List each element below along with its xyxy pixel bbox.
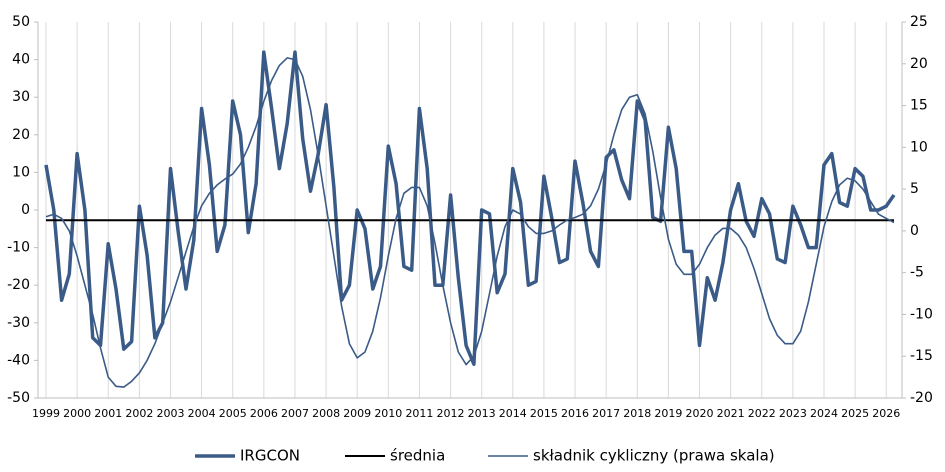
x-tick-label: 2009 [343,407,371,420]
x-tick-label: 2017 [592,407,620,420]
x-tick-label: 2010 [374,407,402,420]
x-tick-label: 2014 [499,407,527,420]
y2-tick-label: -15 [910,348,933,364]
y-tick-label: -50 [7,390,30,406]
x-tick-label: 2015 [530,407,558,420]
x-tick-label: 2000 [63,407,91,420]
legend-label: IRGCON [240,447,300,465]
x-tick-label: 2003 [156,407,184,420]
x-tick-label: 2012 [437,407,465,420]
y-tick-label: -40 [7,352,30,368]
y-tick-label: 30 [12,89,30,105]
x-tick-label: 2018 [623,407,651,420]
x-tick-label: 2022 [748,407,776,420]
x-tick-label: 2007 [281,407,309,420]
legend-label: składnik cykliczny (prawa skala) [533,447,775,465]
x-tick-label: 2006 [250,407,278,420]
legend-label: średnia [390,447,445,465]
y2-tick-label: -10 [910,306,933,322]
x-tick-label: 2001 [94,407,122,420]
x-tick-label: 2023 [779,407,807,420]
y2-tick-label: 15 [910,98,928,114]
x-tick-label: 2020 [686,407,714,420]
y-tick-label: 40 [12,52,30,68]
y2-tick-label: 20 [910,56,928,72]
x-tick-label: 2025 [841,407,869,420]
series-line [45,57,895,388]
y-tick-label: -10 [7,240,30,256]
x-tick-label: 2026 [872,407,900,420]
series-line [44,50,896,366]
x-tick-label: 2004 [188,407,216,420]
y-tick-label: -20 [7,277,30,293]
y2-tick-label: -5 [910,265,924,281]
y-tick-label: 10 [12,164,30,180]
x-tick-label: 1999 [32,407,60,420]
x-tick-label: 2016 [561,407,589,420]
x-tick-label: 2005 [219,407,247,420]
y-tick-label: 0 [21,202,30,218]
y2-tick-label: 5 [910,181,919,197]
x-tick-label: 2013 [468,407,496,420]
y-tick-label: -30 [7,315,30,331]
x-tick-label: 2008 [312,407,340,420]
x-tick-label: 2011 [405,407,433,420]
x-tick-label: 2019 [654,407,682,420]
y-tick-label: 20 [12,127,30,143]
y2-tick-label: -20 [910,390,933,406]
x-tick-label: 2002 [125,407,153,420]
y2-tick-label: 25 [910,14,928,30]
y-tick-label: 50 [12,14,30,30]
y2-tick-label: 10 [910,139,928,155]
x-tick-label: 2021 [717,407,745,420]
x-tick-label: 2024 [810,407,838,420]
y2-tick-label: 0 [910,223,919,239]
